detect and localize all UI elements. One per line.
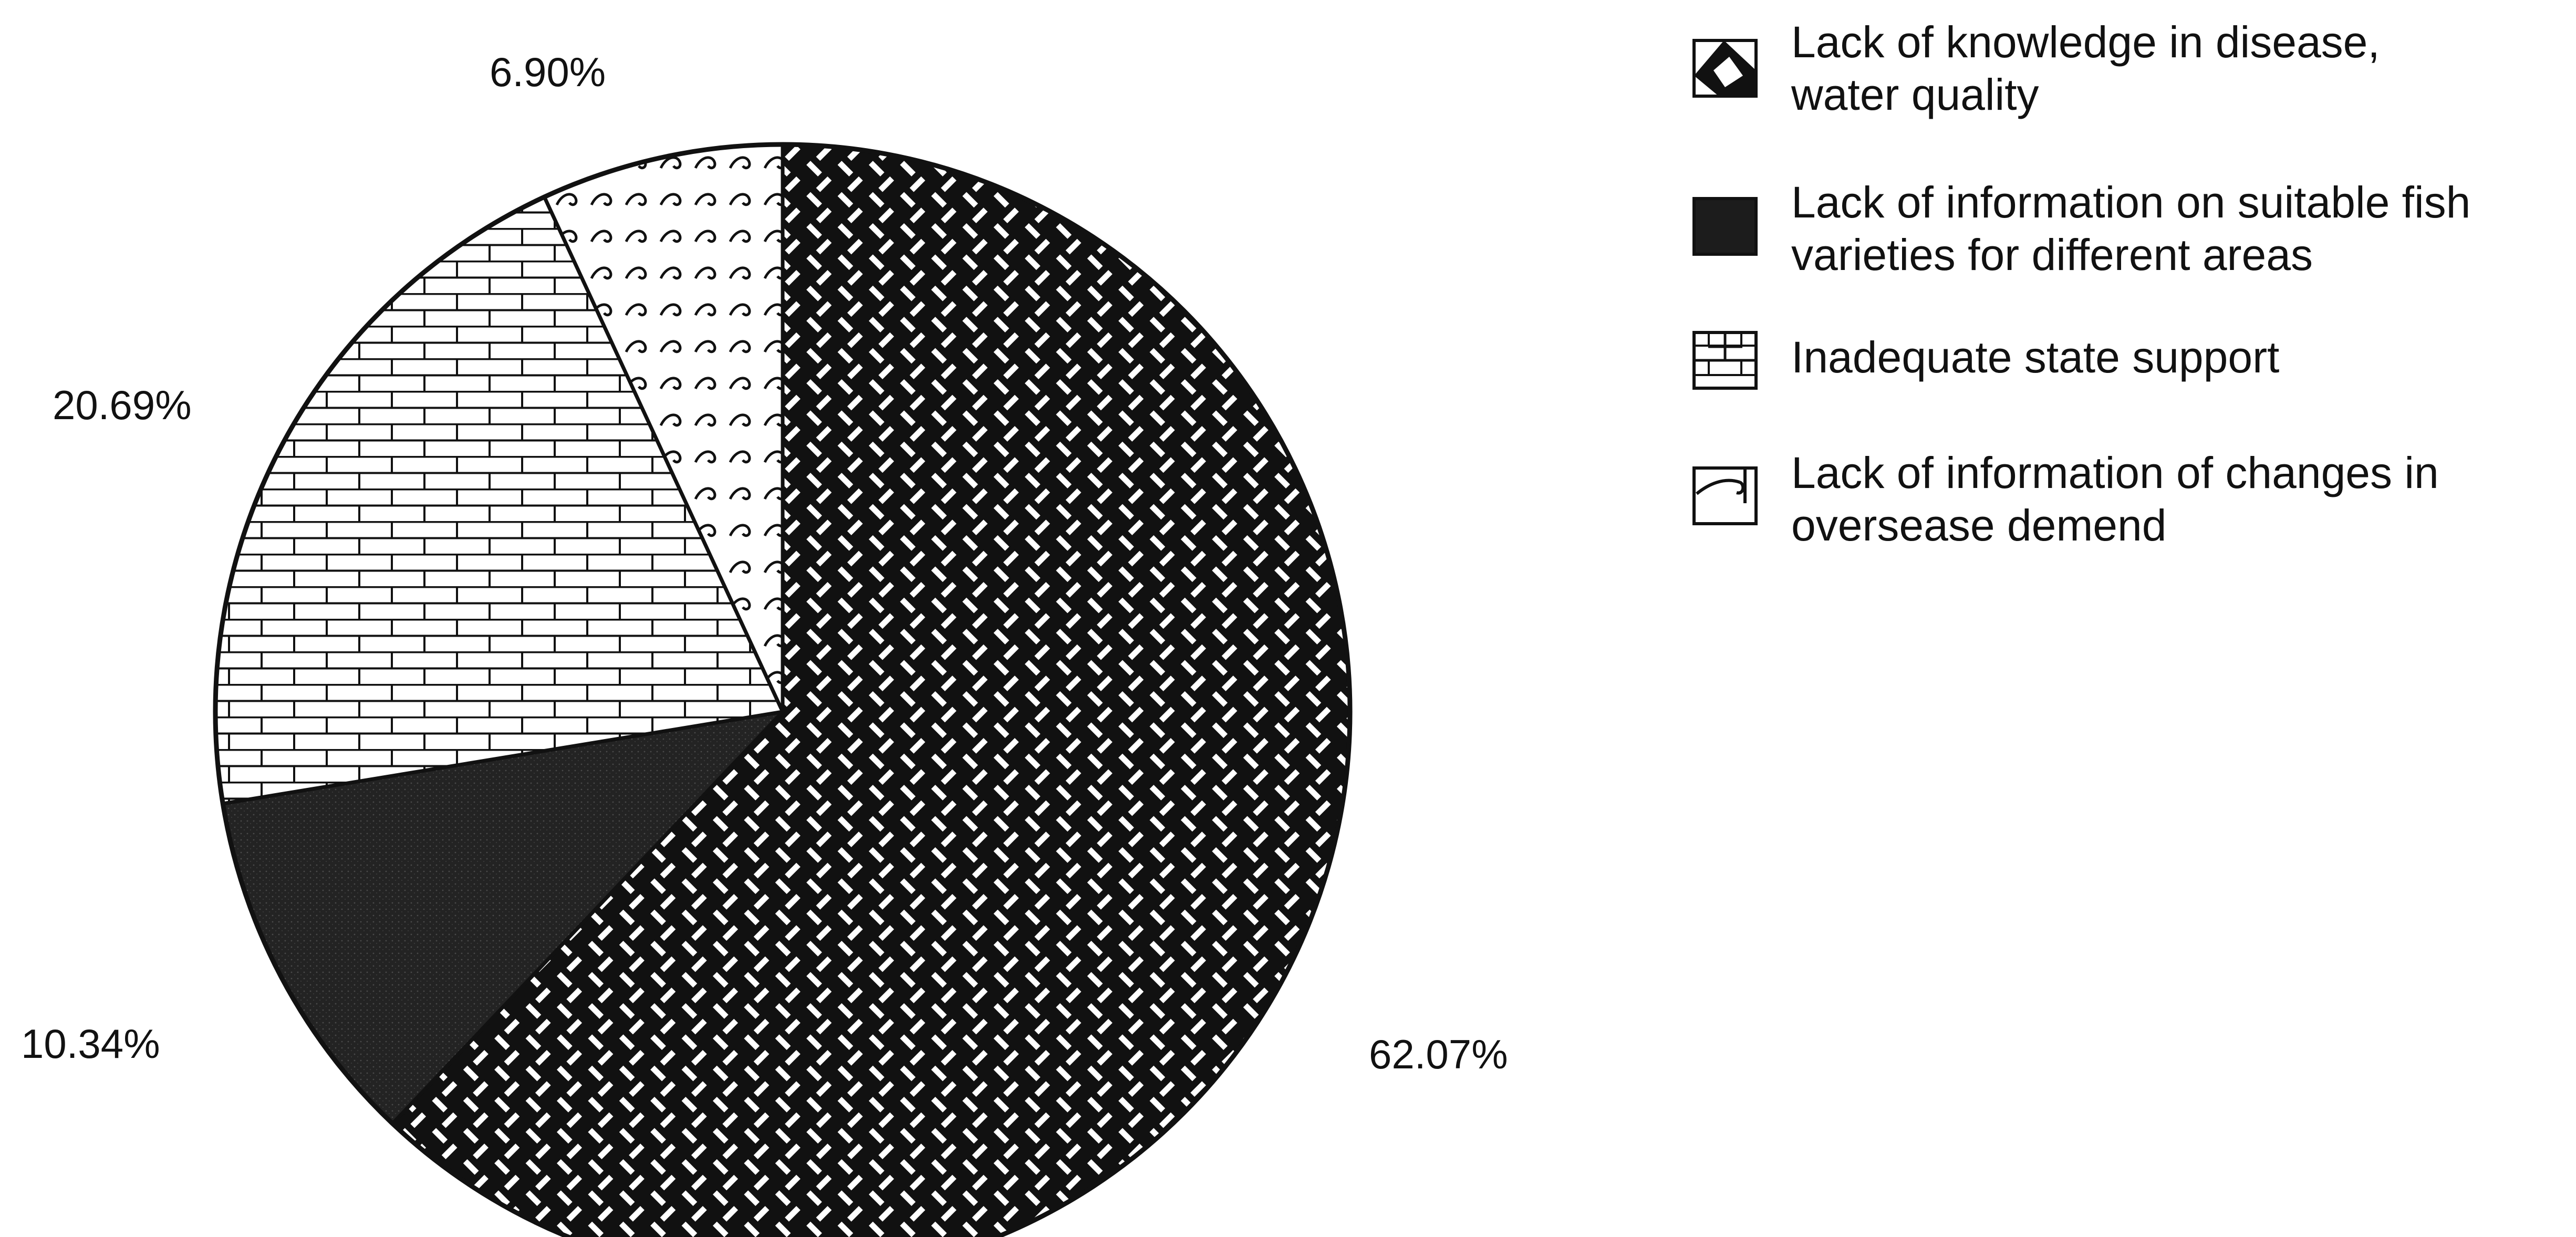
pie-outline <box>213 142 1353 1237</box>
slice-label-state-support: 20.69% <box>53 382 192 428</box>
legend-line: water quality <box>1791 70 2039 119</box>
legend-item-oversease-demend: Lack of information of changes in overse… <box>1686 446 2569 573</box>
legend-line: oversease demend <box>1791 501 2167 550</box>
legend-text-state-support: Inadequate state support <box>1791 331 2569 383</box>
legend-text-fish-varieties: Lack of information on suitable fish var… <box>1791 176 2569 281</box>
legend-line: Lack of information on suitable fish <box>1791 178 2471 227</box>
legend-text-oversease-demend: Lack of information of changes in overse… <box>1791 446 2569 552</box>
legend-line: Lack of information of changes in <box>1791 448 2439 497</box>
legend-line: varieties for different areas <box>1791 230 2313 279</box>
pie-slices <box>213 142 1352 1237</box>
legend-swatch-dark <box>1692 197 1758 256</box>
legend-text-disease-water-quality: Lack of knowledge in disease, water qual… <box>1791 16 2569 121</box>
legend-swatch-weave <box>1692 39 1758 98</box>
legend-line: Inadequate state support <box>1791 332 2280 382</box>
slice-label-oversease-demend: 6.90% <box>490 49 606 95</box>
legend-item-fish-varieties: Lack of information on suitable fish var… <box>1686 176 2569 302</box>
legend-item-state-support: Inadequate state support <box>1686 331 2569 457</box>
legend-item-disease-water-quality: Lack of knowledge in disease, water qual… <box>1686 16 2569 142</box>
legend-swatch-brick <box>1692 331 1758 390</box>
slice-label-disease-water-quality: 62.07% <box>1369 1031 1508 1077</box>
legend-swatch-waves <box>1692 466 1758 525</box>
legend-line: Lack of knowledge in disease, <box>1791 17 2380 67</box>
slice-label-fish-varieties: 10.34% <box>21 1021 160 1067</box>
